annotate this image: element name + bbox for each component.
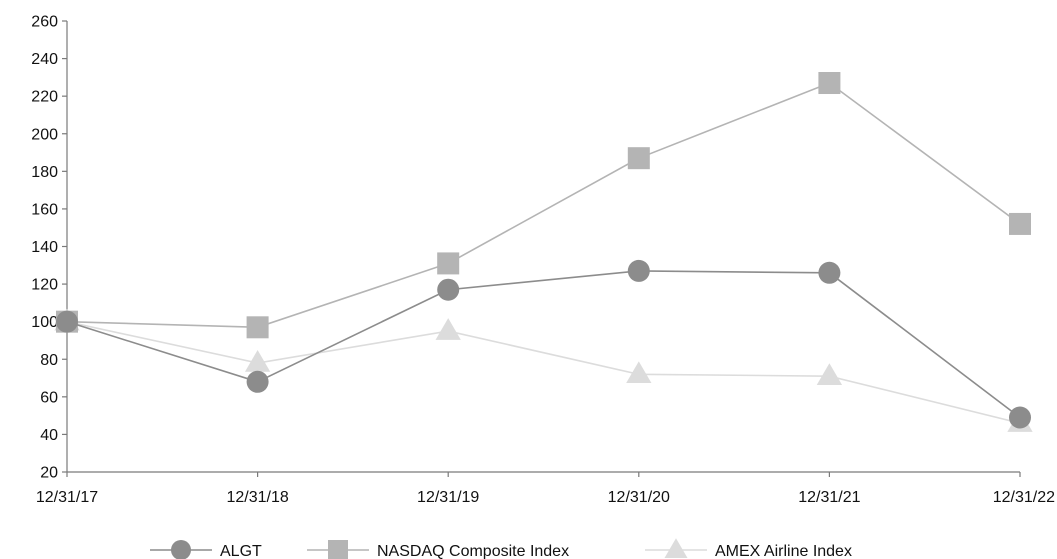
data-point: [816, 363, 843, 385]
y-tick-label: 140: [31, 239, 58, 256]
x-tick-label: 12/31/21: [798, 489, 860, 506]
series-nasdaq-composite-index: [56, 72, 1031, 339]
y-tick-label: 220: [31, 89, 58, 106]
y-tick-label: 200: [31, 126, 58, 143]
legend-marker: [328, 540, 348, 559]
data-point: [437, 278, 460, 301]
legend-item: NASDAQ Composite Index: [307, 540, 569, 559]
y-tick-label: 60: [40, 389, 58, 406]
series-amex-airline-index: [54, 308, 1033, 432]
y-tick-label: 260: [31, 14, 58, 31]
legend-label: NASDAQ Composite Index: [377, 543, 569, 559]
y-tick-label: 100: [31, 314, 58, 331]
data-point: [244, 350, 271, 372]
y-tick-label: 160: [31, 201, 58, 218]
legend-label: AMEX Airline Index: [715, 543, 852, 559]
legend: ALGT NASDAQ Composite Index AMEX Airline I…: [150, 538, 852, 559]
series-algt: [56, 259, 1031, 429]
data-point: [1009, 212, 1031, 235]
legend-item: AMEX Airline Index: [645, 538, 852, 559]
data-point: [246, 316, 269, 339]
y-tick-label: 20: [40, 465, 58, 482]
data-point: [626, 361, 652, 384]
x-tick-label: 12/31/18: [226, 489, 288, 506]
data-point: [437, 252, 460, 275]
y-tick-label: 120: [31, 277, 58, 294]
data-point: [56, 310, 78, 333]
data-point: [435, 318, 461, 340]
data-point: [627, 259, 650, 282]
y-tick-label: 240: [31, 51, 58, 68]
legend-item: ALGT: [150, 540, 262, 559]
series-line: [66, 320, 1021, 424]
series-layer: [54, 72, 1033, 432]
series-line: [66, 270, 1021, 419]
data-point: [627, 147, 650, 170]
y-tick-label: 180: [31, 164, 58, 181]
y-tick-label: 80: [40, 352, 58, 369]
axes: 20 40 60 80 100 120 140 160 180 200 220 240 260 12/31…: [31, 14, 1055, 507]
data-point: [246, 370, 269, 393]
y-tick-label: 40: [40, 427, 58, 444]
data-point: [818, 72, 841, 95]
series-line: [66, 82, 1021, 329]
legend-marker: [171, 540, 191, 559]
legend-marker: [664, 538, 688, 558]
legend-label: ALGT: [220, 543, 262, 559]
x-tick-label: 12/31/17: [36, 489, 98, 506]
data-point: [818, 261, 841, 284]
x-tick-label: 12/31/20: [608, 489, 670, 506]
x-tick-label: 12/31/19: [417, 489, 479, 506]
data-point: [1009, 406, 1031, 429]
x-tick-label: 12/31/22: [993, 489, 1055, 506]
